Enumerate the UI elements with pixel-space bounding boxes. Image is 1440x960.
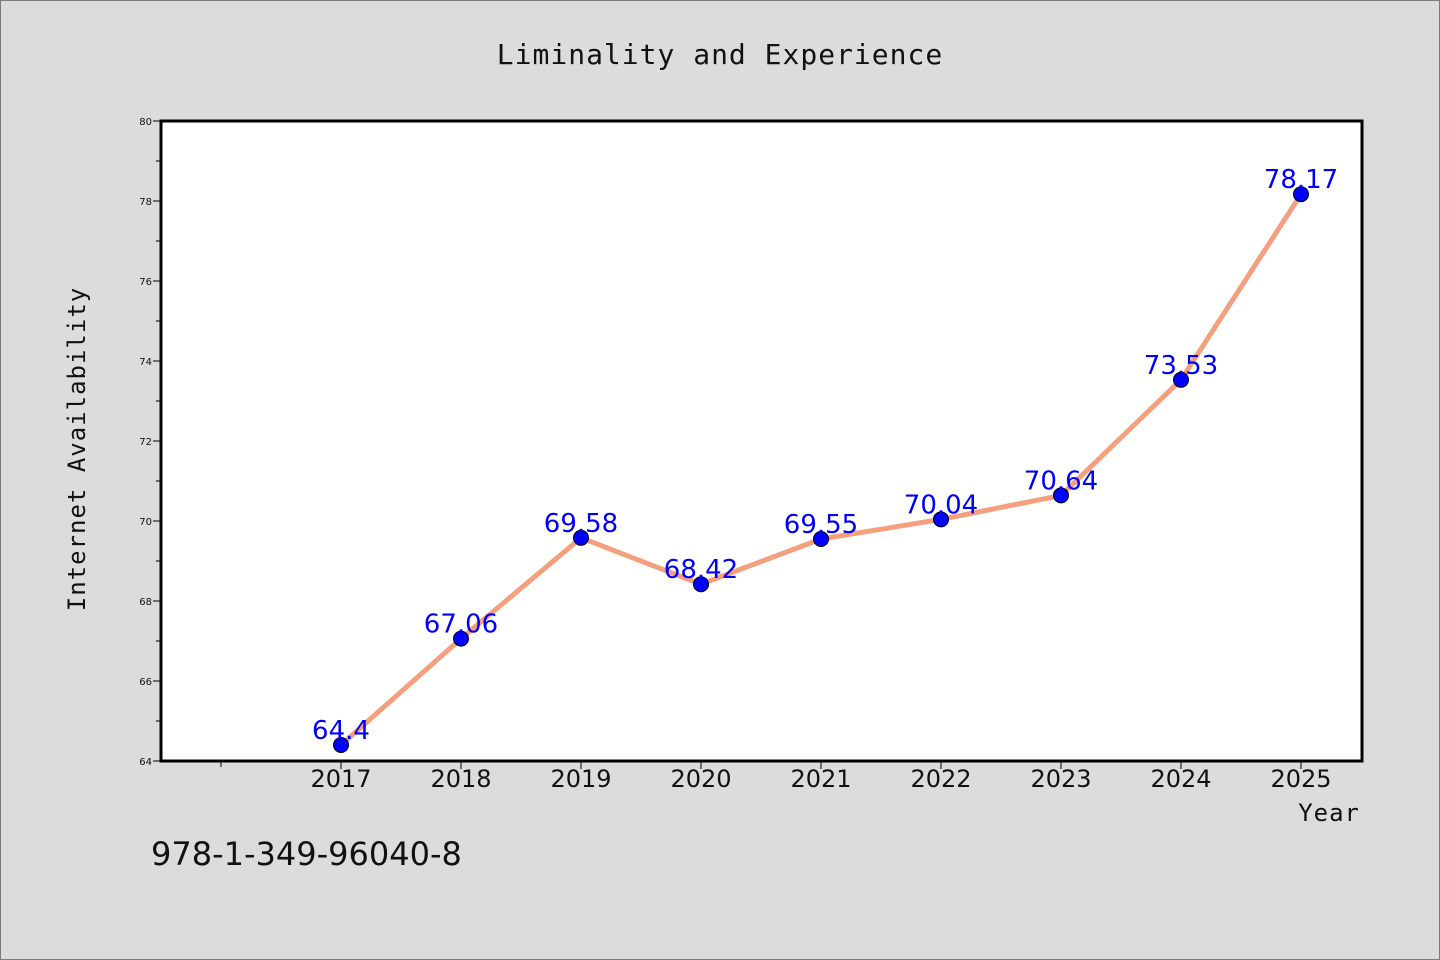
data-point-marker — [813, 531, 829, 547]
data-label: 69.58 — [544, 509, 618, 539]
x-tick-label: 2024 — [1150, 765, 1211, 793]
y-tick-label: 74 — [139, 357, 152, 368]
y-tick-label: 78 — [139, 197, 152, 208]
x-tick-label: 2022 — [910, 765, 971, 793]
x-tick-label: 2020 — [670, 765, 731, 793]
data-label: 70.64 — [1024, 466, 1098, 496]
y-tick-label: 68 — [139, 597, 152, 608]
series-layer — [333, 186, 1309, 753]
data-point-marker — [693, 576, 709, 593]
y-axis-tick-labels: 64 66 68 70 72 74 76 78 80 — [139, 117, 152, 768]
data-point-marker — [453, 630, 469, 647]
y-tick-label: 72 — [139, 437, 152, 448]
y-tick-label: 66 — [139, 677, 152, 688]
chart-title: Liminality and Experience — [497, 38, 943, 71]
data-label: 64.4 — [312, 716, 370, 746]
footer-code: 978-1-349-96040-8 — [151, 835, 462, 873]
x-tick-label: 2021 — [790, 765, 851, 793]
y-tick-label: 76 — [139, 277, 152, 288]
data-point-marker — [573, 529, 589, 546]
data-label: 69.55 — [784, 510, 858, 540]
x-tick-label: 2019 — [550, 765, 611, 793]
x-tick-label: 2023 — [1030, 765, 1091, 793]
x-axis-tick-labels: 2017 2018 2019 2020 2021 2022 2023 2024 2025 — [310, 765, 1331, 793]
data-labels: 64.4 67.06 69.58 68.42 69.55 70.04 70.64 73.53 7… — [312, 165, 1338, 746]
data-label: 67.06 — [424, 610, 498, 640]
data-label: 73.53 — [1144, 351, 1218, 381]
y-axis-title: Internet Availability — [63, 287, 91, 611]
y-tick-label: 64 — [139, 757, 152, 768]
plot-area — [161, 121, 1362, 761]
x-axis-title: Year — [1298, 799, 1360, 827]
plot-border — [159, 119, 1364, 763]
data-label: 70.04 — [904, 490, 978, 520]
x-tick-label: 2018 — [430, 765, 491, 793]
x-tick-label: 2017 — [310, 765, 371, 793]
data-label: 68.42 — [664, 555, 738, 585]
data-point-marker — [1173, 371, 1189, 388]
y-tick-label: 80 — [139, 117, 152, 128]
data-point-marker — [1053, 487, 1069, 504]
y-tick-label: 70 — [139, 517, 152, 528]
x-tick-label: 2025 — [1270, 765, 1331, 793]
data-point-marker — [1293, 186, 1309, 203]
data-point-marker — [933, 511, 949, 528]
data-label: 78.17 — [1264, 165, 1338, 195]
data-point-marker — [333, 737, 349, 753]
